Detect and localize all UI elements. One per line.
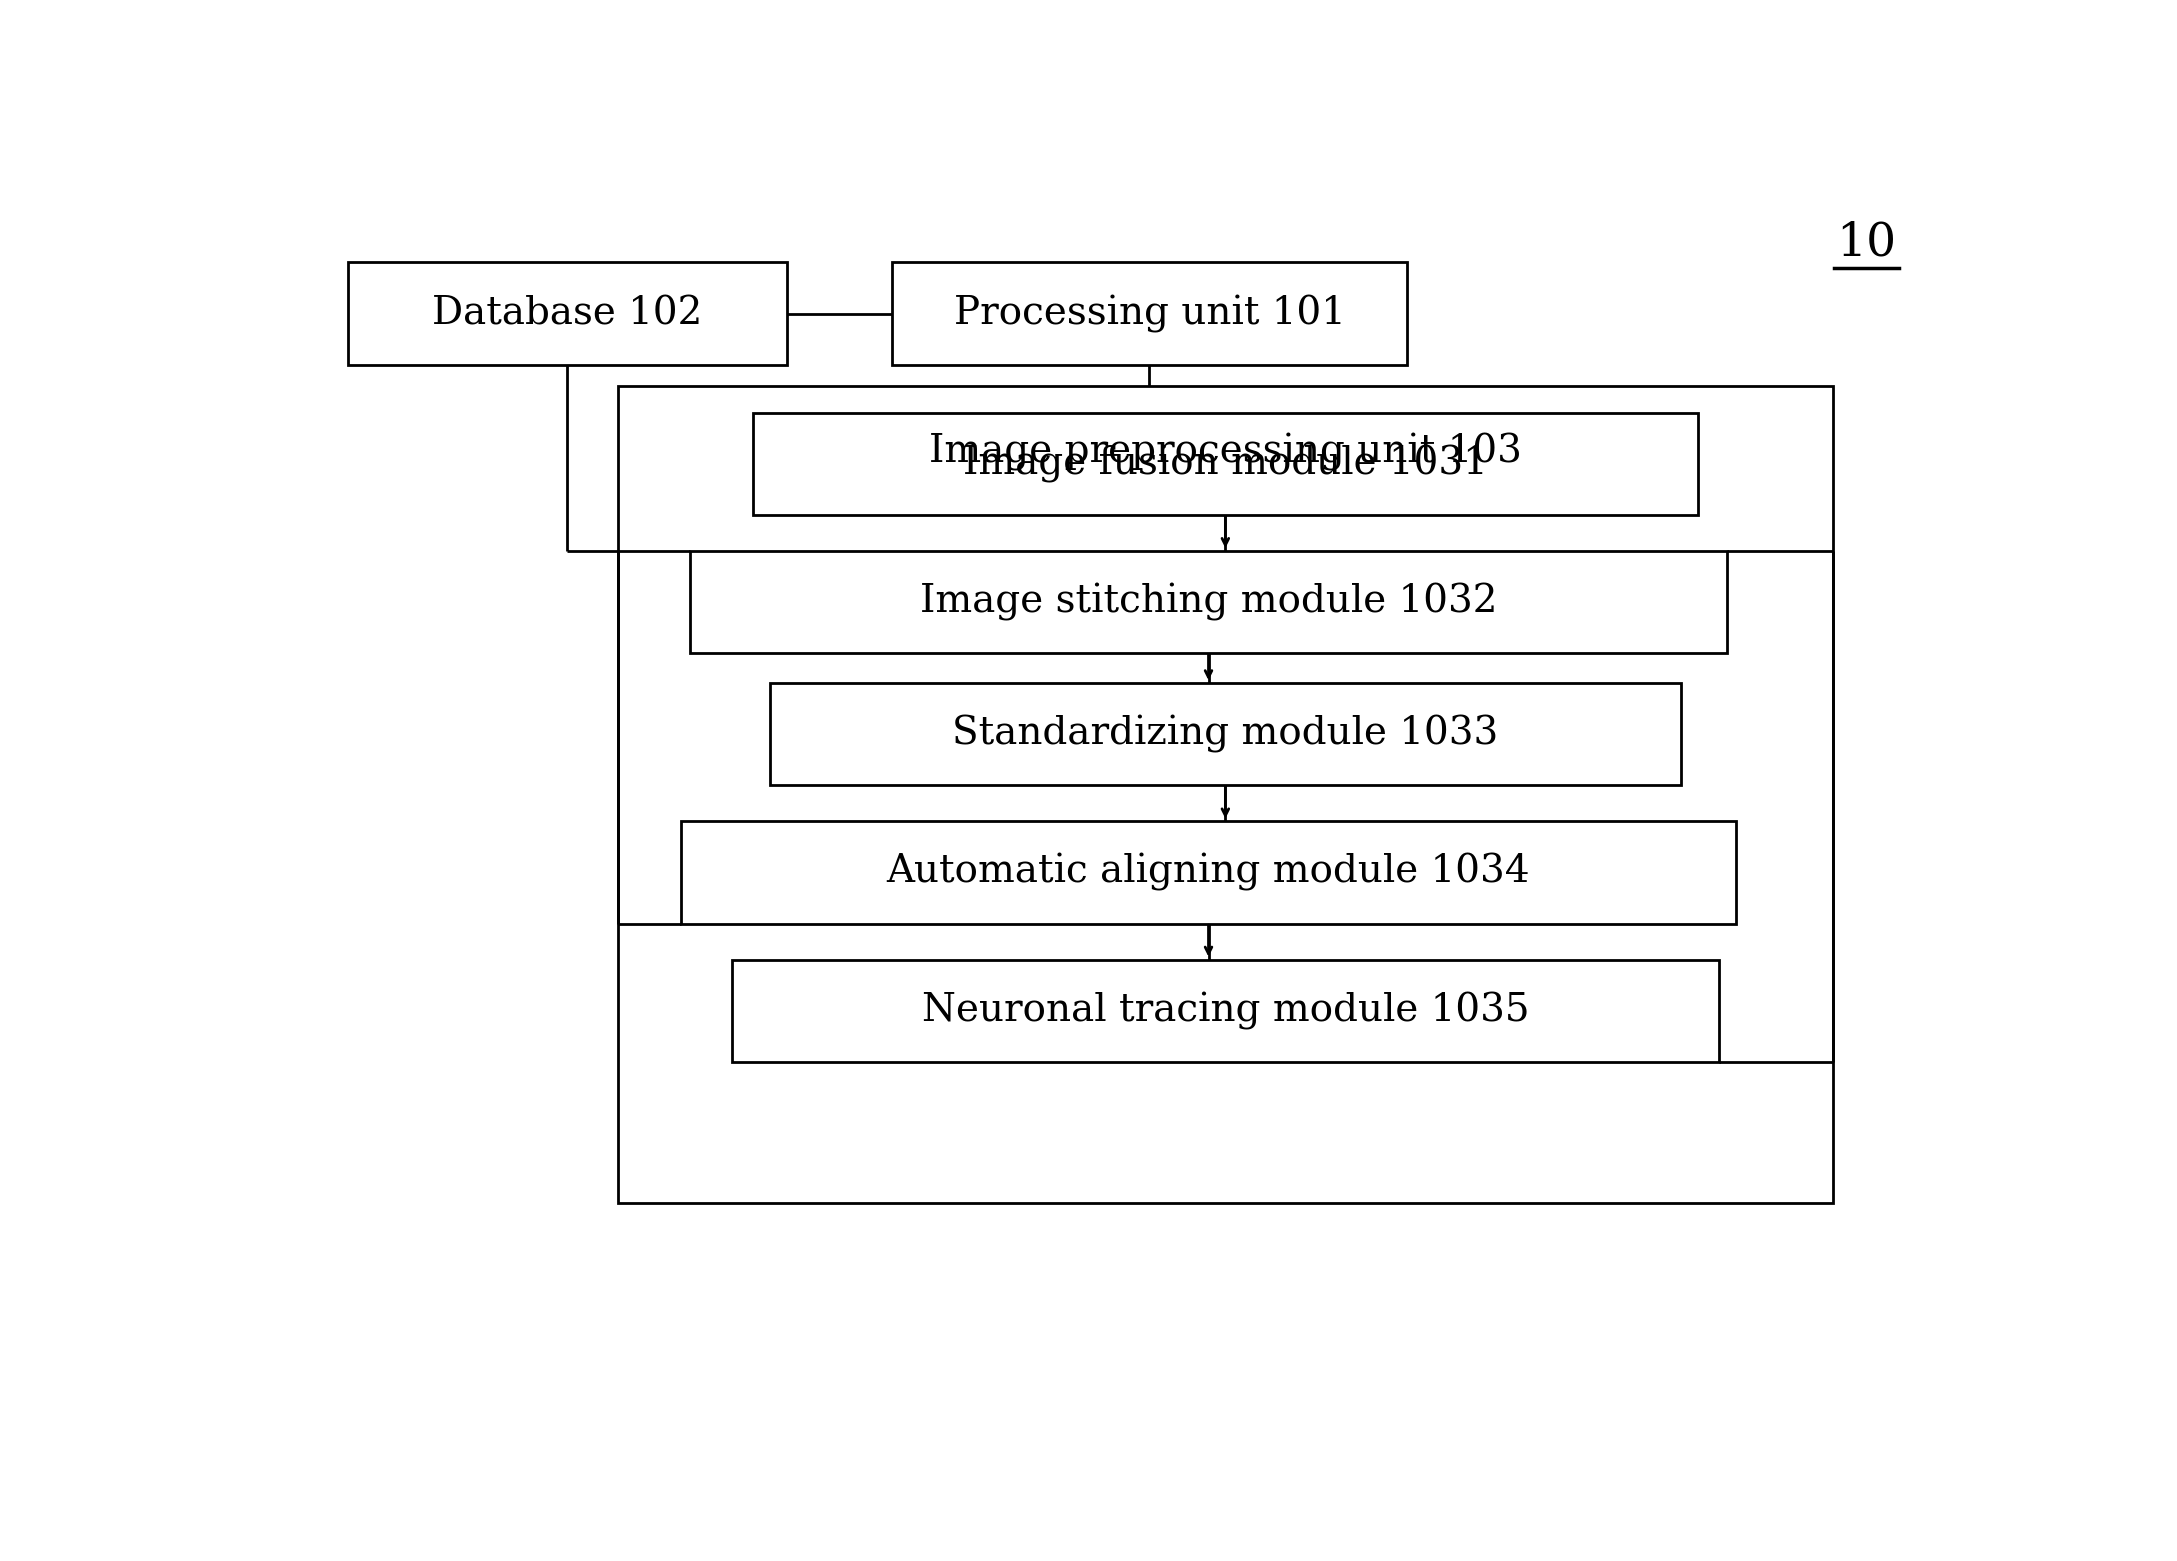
Text: 10: 10 xyxy=(1837,220,1896,265)
Bar xyxy=(893,262,1406,365)
Text: Image preprocessing unit 103: Image preprocessing unit 103 xyxy=(930,432,1522,471)
Bar xyxy=(618,386,1833,1204)
Text: Image fusion module 1031: Image fusion module 1031 xyxy=(962,445,1487,482)
Bar xyxy=(753,412,1698,515)
Bar xyxy=(681,821,1735,924)
Bar xyxy=(690,551,1726,652)
Bar xyxy=(771,684,1681,785)
Bar xyxy=(731,960,1720,1061)
Text: Standardizing module 1033: Standardizing module 1033 xyxy=(951,715,1498,754)
Text: Neuronal tracing module 1035: Neuronal tracing module 1035 xyxy=(921,991,1528,1030)
Bar xyxy=(348,262,786,365)
Text: Automatic aligning module 1034: Automatic aligning module 1034 xyxy=(886,854,1530,891)
Text: Image stitching module 1032: Image stitching module 1032 xyxy=(919,582,1498,621)
Text: Database 102: Database 102 xyxy=(433,295,703,332)
Text: Processing unit 101: Processing unit 101 xyxy=(954,295,1345,332)
